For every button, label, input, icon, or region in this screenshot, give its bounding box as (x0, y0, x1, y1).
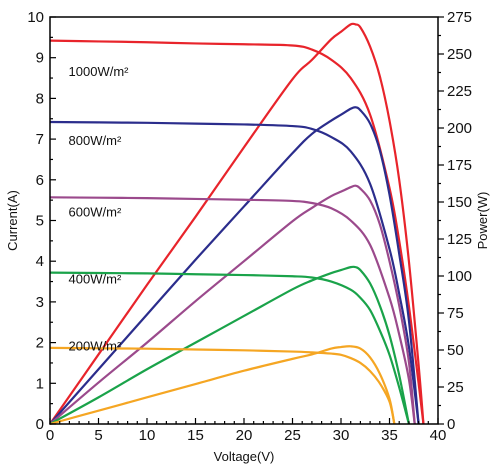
right-tick-label: 200 (447, 120, 472, 137)
irradiance-label: 1000W/m² (69, 64, 130, 79)
right-y-axis: 0 25 50 75 100 125 150 175 200 225 250 275 (438, 9, 472, 433)
left-tick-label: 2 (36, 335, 44, 352)
x-tick-label: 30 (333, 427, 350, 444)
irradiance-label: 800W/m² (69, 133, 122, 148)
left-y-axis: 0 1 2 3 4 5 6 7 8 9 10 (27, 9, 56, 433)
left-tick-label: 3 (36, 294, 44, 311)
x-tick-label: 0 (46, 427, 54, 444)
irradiance-label: 600W/m² (69, 204, 122, 219)
left-tick-label: 1 (36, 375, 44, 392)
pv-curve-1000 (49, 22, 425, 425)
right-tick-label: 150 (447, 194, 472, 211)
x-tick-label: 15 (187, 427, 204, 444)
right-tick-label: 275 (447, 9, 472, 26)
irradiance-label: 200W/m² (69, 339, 122, 354)
x-axis: 0 5 10 15 20 25 30 35 40 (46, 418, 447, 444)
right-tick-label: 50 (447, 342, 464, 359)
left-tick-label: 7 (36, 131, 44, 148)
right-tick-label: 75 (447, 305, 464, 322)
x-tick-label: 20 (236, 427, 253, 444)
iv-curve-1000 (49, 39, 425, 425)
left-y-axis-title: Current(A) (5, 190, 20, 251)
curves-layer (49, 22, 425, 426)
pv-curve-800 (49, 106, 420, 425)
right-tick-label: 125 (447, 231, 472, 248)
left-tick-label: 9 (36, 50, 44, 67)
left-tick-label: 10 (27, 9, 44, 26)
iv-curve-600 (49, 196, 416, 425)
left-tick-label: 5 (36, 213, 44, 230)
x-tick-label: 25 (284, 427, 301, 444)
x-tick-label: 35 (381, 427, 398, 444)
x-tick-label: 5 (94, 427, 102, 444)
right-y-axis-title: Power(W) (475, 192, 490, 250)
right-tick-label: 250 (447, 46, 472, 63)
iv-curve-200 (49, 346, 396, 425)
x-tick-label: 10 (139, 427, 156, 444)
right-tick-label: 100 (447, 268, 472, 285)
irradiance-label: 400W/m² (69, 272, 122, 287)
right-tick-label: 175 (447, 157, 472, 174)
iv-curve-400 (49, 271, 410, 425)
x-axis-title: Voltage(V) (214, 449, 275, 464)
iv-curve-800 (49, 120, 420, 425)
right-tick-label: 225 (447, 83, 472, 100)
right-tick-label: 0 (447, 416, 455, 433)
left-tick-label: 4 (36, 253, 44, 270)
left-tick-label: 0 (36, 416, 44, 433)
x-tick-label: 40 (430, 427, 447, 444)
pv-curve-600 (49, 184, 416, 425)
left-tick-label: 6 (36, 172, 44, 189)
pv-curve-200 (49, 345, 396, 426)
irradiance-labels: 1000W/m² 800W/m² 600W/m² 400W/m² 200W/m² (69, 64, 130, 354)
right-tick-label: 25 (447, 379, 464, 396)
left-tick-label: 8 (36, 90, 44, 107)
